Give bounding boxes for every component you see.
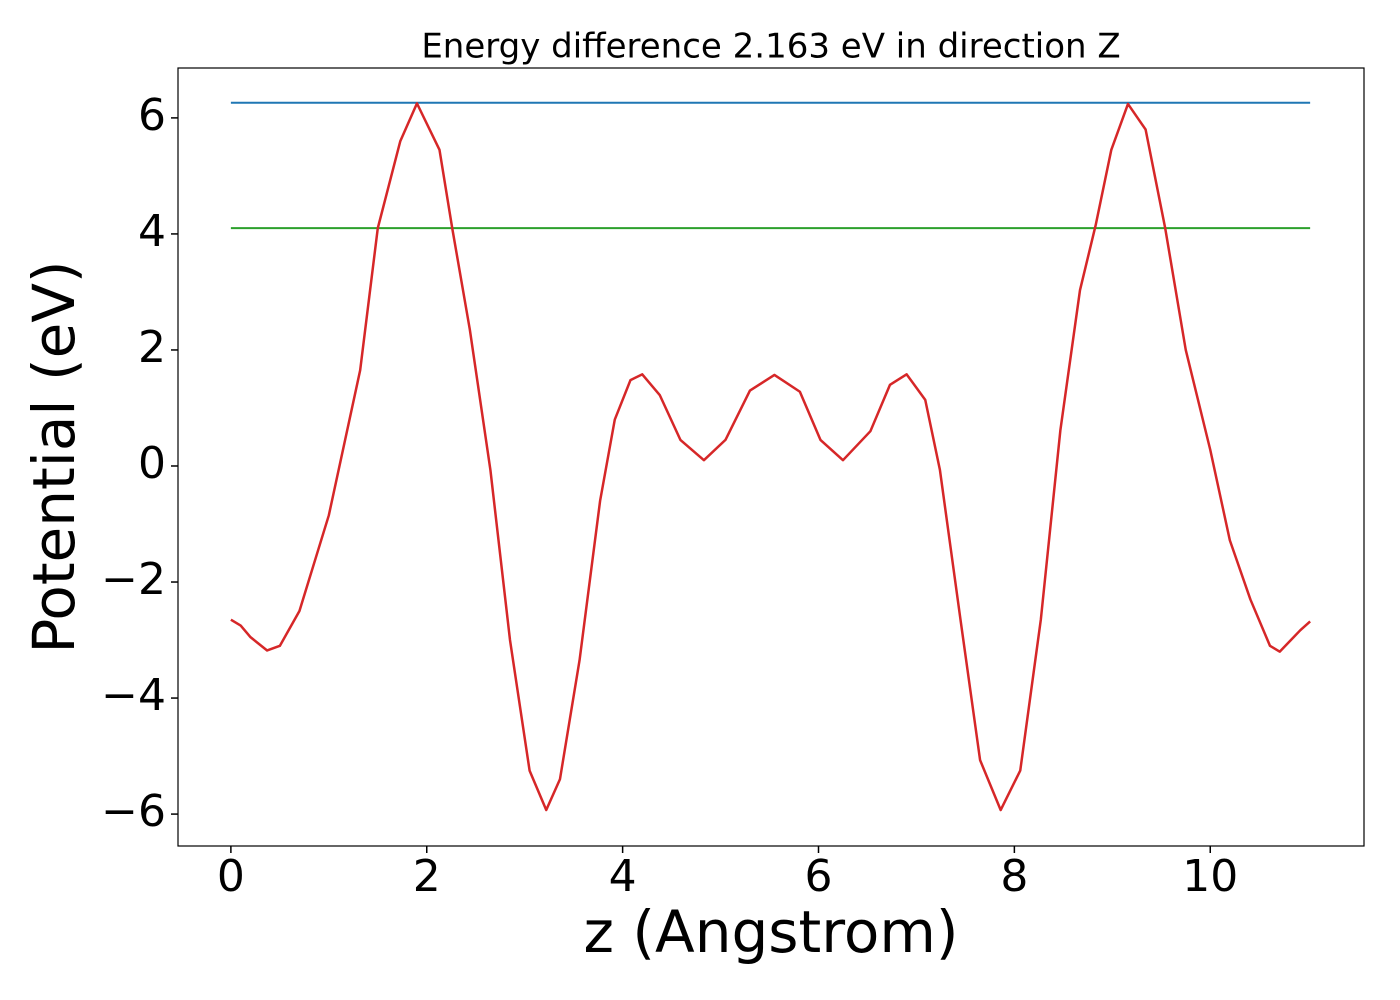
y-tick-label: −2 [101, 554, 166, 605]
x-tick-label: 0 [217, 851, 245, 902]
chart-title: Energy difference 2.163 eV in direction … [421, 27, 1120, 67]
plot-frame [177, 67, 1365, 847]
x-tick-label: 10 [1182, 851, 1238, 902]
x-tick-label: 4 [609, 851, 637, 902]
x-axis-label: z (Angstrom) [584, 898, 959, 966]
y-tick-label: 2 [138, 322, 166, 373]
y-axis-label: Potential (eV) [20, 260, 88, 653]
x-tick-label: 8 [1000, 851, 1028, 902]
x-tick-label: 2 [413, 851, 441, 902]
y-tick-label: 6 [138, 90, 166, 141]
y-tick-label: 0 [138, 438, 166, 489]
data-line [230, 102, 1311, 812]
x-tick-label: 6 [804, 851, 832, 902]
y-tick-label: 4 [138, 206, 166, 257]
y-tick-label: −6 [101, 786, 166, 837]
y-tick-label: −4 [101, 670, 166, 721]
